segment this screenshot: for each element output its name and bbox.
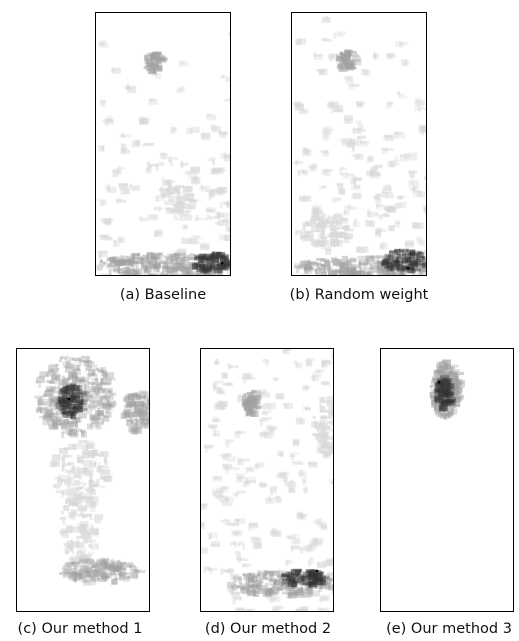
heatmap-panel-d <box>200 348 334 612</box>
heatmap-a <box>96 32 230 275</box>
caption-a: (a) Baseline <box>119 287 207 303</box>
heatmap-b <box>292 16 426 275</box>
heatmap-e <box>429 359 466 420</box>
caption-d: (d) Our method 2 <box>204 621 332 637</box>
heatmap-panel-e <box>380 348 514 612</box>
caption-c: (c) Our method 1 <box>17 621 143 637</box>
heatmap-c <box>34 355 149 586</box>
heatmap-panel-c <box>16 348 150 612</box>
caption-e: (e) Our method 3 <box>386 621 512 637</box>
heatmap-d <box>201 349 333 611</box>
heatmap-panel-b <box>291 12 427 276</box>
caption-b: (b) Random weight <box>289 287 429 303</box>
heatmap-panel-a <box>95 12 231 276</box>
